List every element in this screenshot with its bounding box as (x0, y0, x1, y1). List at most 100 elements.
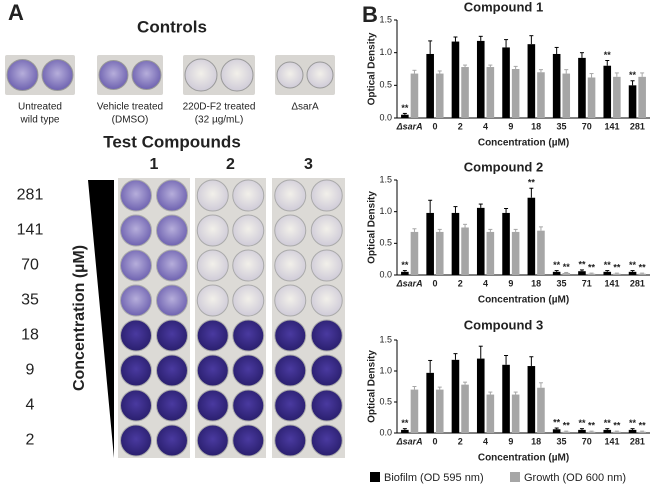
legend-label: Growth (OD 600 nm) (524, 472, 626, 484)
significance-label: ** (629, 418, 637, 428)
bar (603, 65, 612, 118)
y-tick-label: 1.5 (379, 174, 392, 184)
x-tick-label: ΔsarA (396, 278, 423, 288)
significance-label: ** (401, 418, 409, 428)
x-axis-label: Concentration (µM) (478, 295, 569, 306)
x-tick-label: 141 (605, 121, 620, 131)
well (274, 424, 307, 457)
significance-label: ** (578, 259, 586, 269)
controls-title: Controls (137, 17, 207, 36)
well (98, 60, 129, 90)
x-tick-label: 35 (556, 121, 566, 131)
well (196, 214, 229, 247)
x-tick-label: 70 (582, 436, 592, 446)
significance-label: ** (528, 178, 536, 188)
x-tick-label: 2 (458, 436, 463, 446)
x-tick-label: 141 (605, 278, 620, 288)
x-tick-label: 70 (582, 121, 592, 131)
concentration-axis-label: Concentration (µM) (71, 245, 88, 391)
significance-label: ** (563, 262, 571, 272)
bar (578, 429, 586, 433)
well (274, 214, 307, 247)
bar (435, 73, 444, 118)
well (310, 389, 343, 422)
bar (476, 358, 485, 433)
panel-label: A (8, 0, 24, 25)
significance-label: ** (604, 418, 612, 428)
gradient-triangle (88, 180, 114, 458)
well (120, 214, 152, 247)
bar (552, 53, 561, 119)
bar (562, 73, 571, 118)
bar (435, 231, 444, 275)
y-tick-label: 1.0 (379, 206, 392, 216)
bar (410, 389, 419, 433)
well (232, 424, 265, 457)
bar (527, 44, 536, 118)
control-label: 220D-F2 treated (183, 102, 256, 113)
well (310, 249, 343, 282)
well (274, 249, 307, 282)
x-tick-label: 9 (508, 121, 513, 131)
y-tick-label: 1.5 (379, 334, 392, 344)
x-tick-label: 35 (556, 278, 566, 288)
bar (435, 389, 444, 433)
bar (410, 73, 419, 118)
bar (511, 69, 520, 118)
significance-label: ** (604, 260, 612, 270)
concentration-label: 281 (17, 187, 44, 204)
x-tick-label: 2 (458, 121, 463, 131)
well (120, 389, 152, 422)
bar (451, 41, 460, 119)
legend-swatch (370, 472, 380, 482)
chart-title: Compound 2 (464, 159, 543, 174)
x-tick-label: 281 (630, 436, 645, 446)
significance-label: ** (578, 418, 586, 428)
y-tick-label: 0.5 (379, 238, 392, 248)
y-tick-label: 0.0 (379, 427, 392, 437)
x-tick-label: 281 (630, 278, 645, 288)
well (232, 354, 265, 387)
y-axis-label: Optical Density (367, 191, 378, 264)
bar (578, 271, 586, 275)
bar (502, 47, 510, 118)
x-tick-label: 18 (531, 121, 541, 131)
significance-label: ** (613, 421, 621, 431)
concentration-label: 9 (26, 362, 35, 379)
well (156, 354, 188, 387)
well (310, 424, 343, 457)
bar (613, 431, 621, 433)
chart-title: Compound 3 (464, 317, 543, 332)
plate-number: 2 (226, 156, 235, 173)
well (220, 58, 254, 92)
bar (502, 212, 510, 275)
well (196, 249, 229, 282)
significance-label: ** (613, 262, 621, 272)
x-tick-label: ΔsarA (396, 436, 423, 446)
bar (410, 231, 419, 275)
y-axis-label: Optical Density (367, 350, 378, 423)
y-tick-label: 1.0 (379, 47, 392, 57)
well (120, 354, 152, 387)
x-tick-label: 4 (483, 278, 488, 288)
significance-label: ** (639, 421, 647, 431)
well (156, 424, 188, 457)
bar (578, 57, 586, 118)
bar (527, 197, 536, 275)
concentration-label: 35 (21, 292, 39, 309)
well (196, 389, 229, 422)
bar (552, 429, 561, 433)
bar (426, 53, 434, 119)
significance-label: ** (639, 262, 647, 272)
well (274, 284, 307, 317)
bar (426, 212, 434, 275)
plate-number: 1 (150, 156, 159, 173)
significance-label: ** (588, 262, 596, 272)
panel-label: B (362, 2, 378, 27)
x-tick-label: 4 (483, 121, 488, 131)
bar (401, 271, 409, 275)
x-tick-label: 18 (531, 278, 541, 288)
well (120, 319, 152, 352)
chart-title: Compound 1 (464, 0, 543, 14)
well (156, 179, 188, 212)
